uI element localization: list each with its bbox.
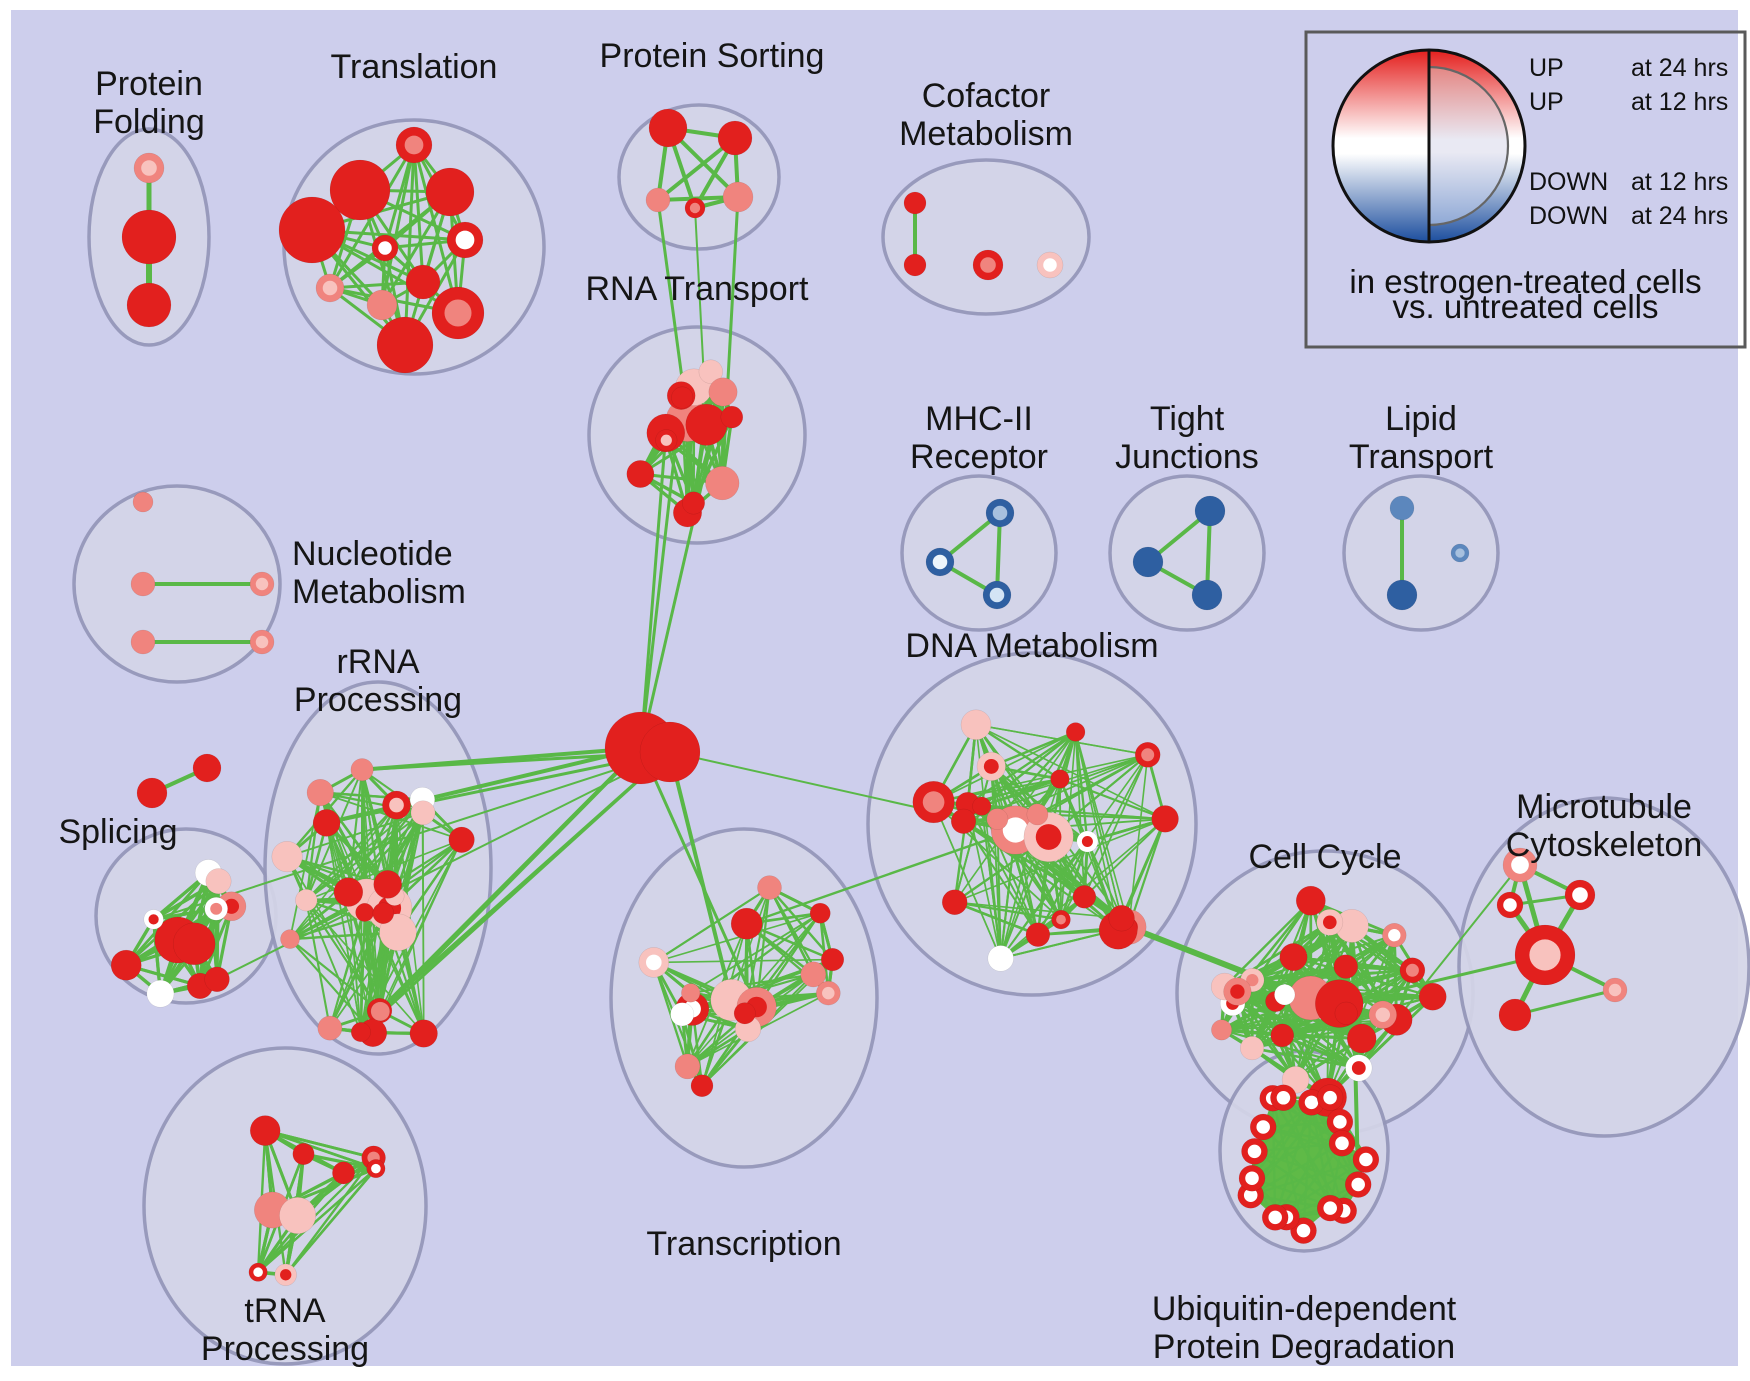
svg-text:Ubiquitin-dependent: Ubiquitin-dependent [1152,1290,1457,1328]
svg-text:at 12 hrs: at 12 hrs [1631,168,1728,196]
svg-text:Cytoskeleton: Cytoskeleton [1506,826,1703,864]
svg-text:vs. untreated cells: vs. untreated cells [1393,288,1659,325]
svg-text:Protein Sorting: Protein Sorting [600,37,825,75]
svg-text:RNA Transport: RNA Transport [586,270,810,308]
svg-text:rRNA: rRNA [336,643,419,681]
svg-text:Folding: Folding [93,103,205,141]
svg-text:Microtubule: Microtubule [1516,788,1692,826]
svg-text:Processing: Processing [201,1330,369,1368]
svg-text:Protein: Protein [95,65,203,103]
svg-text:Transport: Transport [1349,438,1494,476]
svg-text:Junctions: Junctions [1115,438,1259,476]
svg-text:at 24 hrs: at 24 hrs [1631,54,1728,82]
svg-text:Metabolism: Metabolism [292,573,466,611]
svg-text:DNA Metabolism: DNA Metabolism [905,627,1158,665]
svg-text:at 12 hrs: at 12 hrs [1631,88,1728,116]
svg-text:Nucleotide: Nucleotide [292,535,453,573]
svg-text:Metabolism: Metabolism [899,115,1073,153]
svg-text:at 24 hrs: at 24 hrs [1631,202,1728,230]
svg-text:DOWN: DOWN [1529,202,1608,230]
svg-text:Cofactor: Cofactor [922,77,1051,115]
svg-text:UP: UP [1529,88,1564,116]
svg-text:Protein Degradation: Protein Degradation [1153,1328,1455,1366]
svg-text:DOWN: DOWN [1529,168,1608,196]
svg-text:Cell Cycle: Cell Cycle [1248,838,1401,876]
svg-text:MHC-II: MHC-II [925,400,1033,438]
svg-text:Processing: Processing [294,681,462,719]
svg-text:Splicing: Splicing [58,813,177,851]
svg-text:UP: UP [1529,54,1564,82]
svg-text:Receptor: Receptor [910,438,1048,476]
svg-text:Transcription: Transcription [646,1225,841,1263]
svg-text:Lipid: Lipid [1385,400,1457,438]
svg-text:Tight: Tight [1150,400,1225,438]
svg-text:Translation: Translation [331,48,498,86]
svg-text:tRNA: tRNA [244,1292,326,1330]
